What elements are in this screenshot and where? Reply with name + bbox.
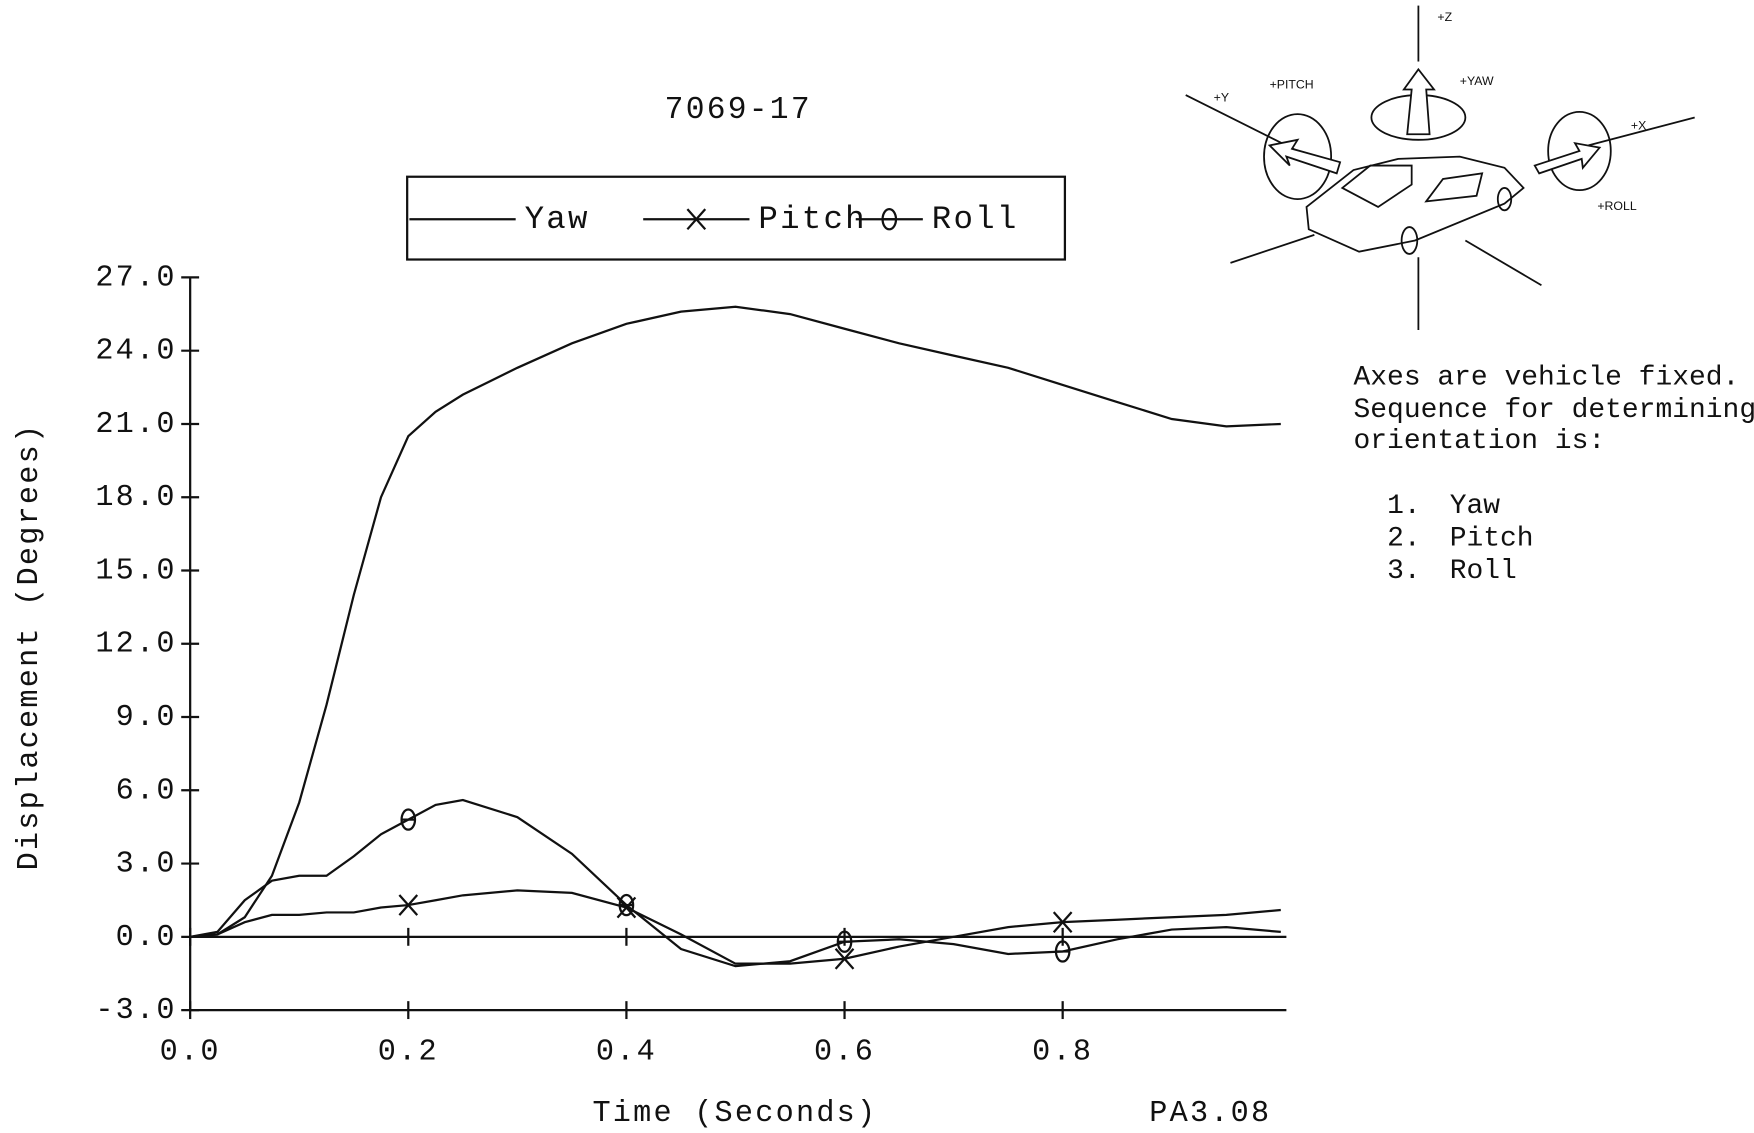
x-axis-label: Time (Seconds) xyxy=(592,1097,877,1131)
legend-label: Yaw xyxy=(525,201,590,238)
notes: Axes are vehicle fixed. Sequence for det… xyxy=(1354,362,1754,587)
y-tick-label: 21.0 xyxy=(95,408,176,442)
page: 7069-17 Time (Seconds) PA3.08 Displaceme… xyxy=(0,0,1754,1133)
note-line: Axes are vehicle fixed. xyxy=(1354,362,1740,393)
car-body xyxy=(1307,157,1524,252)
y-tick-label: 18.0 xyxy=(95,481,176,515)
legend-label: Roll xyxy=(932,201,1019,238)
diagram-axis xyxy=(1230,235,1314,263)
legend-entry: Yaw xyxy=(409,201,589,238)
chart-title: 7069-17 xyxy=(665,93,812,128)
series-line xyxy=(190,800,1281,966)
legend-entry: Roll xyxy=(856,201,1019,238)
note-line: Sequence for determining xyxy=(1354,395,1754,426)
diagram-label: +X xyxy=(1631,119,1646,133)
list-item: Pitch xyxy=(1450,523,1534,554)
diagram-axis xyxy=(1465,240,1541,285)
axes-diagram: +Z +YAW +PITCH +Y +X +ROLL xyxy=(1186,6,1695,330)
series-line xyxy=(190,307,1281,937)
x-tick-label: 0.0 xyxy=(160,1035,221,1069)
x-tick-label: 0.8 xyxy=(1032,1035,1093,1069)
y-tick-label: 24.0 xyxy=(95,335,176,369)
list-number: 2. xyxy=(1387,523,1421,554)
series-line xyxy=(190,890,1281,963)
diagram-label: +PITCH xyxy=(1270,77,1314,91)
list-number: 3. xyxy=(1387,556,1421,587)
y-tick-label: 3.0 xyxy=(116,848,177,882)
y-tick-label: 9.0 xyxy=(116,701,177,735)
marker xyxy=(620,895,633,915)
diagram-label: +YAW xyxy=(1460,74,1494,88)
y-axis-label: Displacement (Degrees) xyxy=(13,423,47,871)
y-tick-label: 0.0 xyxy=(116,921,177,955)
legend-label: Pitch xyxy=(758,201,866,238)
yaw-arrow xyxy=(1404,69,1434,134)
list-item: Yaw xyxy=(1450,491,1501,522)
x-tick-label: 0.2 xyxy=(378,1035,439,1069)
list-number: 1. xyxy=(1387,491,1421,522)
y-tick-label: 27.0 xyxy=(95,261,176,295)
marker xyxy=(883,209,896,229)
list-item: Roll xyxy=(1450,556,1517,587)
chart: 7069-17 Time (Seconds) PA3.08 Displaceme… xyxy=(13,6,1754,1131)
roll-arrow xyxy=(1535,143,1600,173)
legend-entry: Pitch xyxy=(643,201,867,238)
x-tick-label: 0.6 xyxy=(814,1035,875,1069)
marker xyxy=(402,810,415,830)
diagram-label: +Z xyxy=(1437,10,1452,24)
diagram-label: +ROLL xyxy=(1597,199,1636,213)
note-line: orientation is: xyxy=(1354,426,1606,457)
y-tick-label: 15.0 xyxy=(95,554,176,588)
diagram-label: +Y xyxy=(1214,91,1229,105)
y-tick-label: -3.0 xyxy=(95,994,176,1028)
y-tick-label: 12.0 xyxy=(95,628,176,662)
y-tick-label: 6.0 xyxy=(116,774,177,808)
x-tick-label: 0.4 xyxy=(596,1035,657,1069)
annotation: PA3.08 xyxy=(1149,1097,1271,1131)
